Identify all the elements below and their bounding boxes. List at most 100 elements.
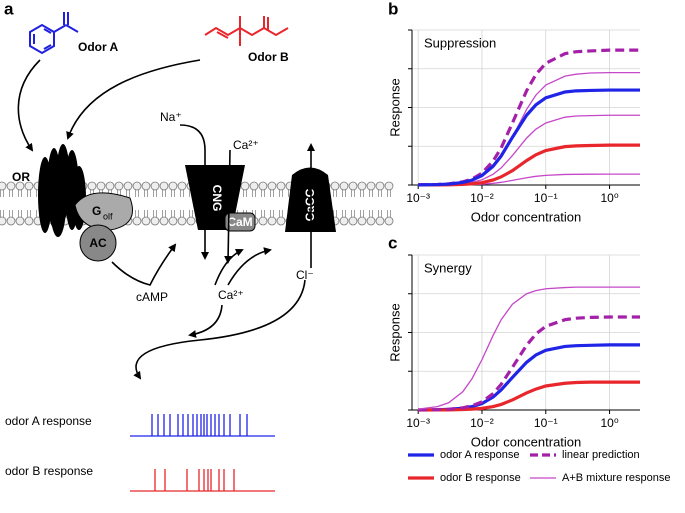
lipid-head (96, 181, 106, 191)
lipid-head (177, 216, 187, 226)
receptor-label: OR (12, 170, 30, 184)
lipid-head (267, 181, 277, 191)
cam-label: CaM (227, 215, 252, 229)
chart-title: Synergy (424, 260, 472, 275)
panel-label: c (388, 233, 397, 252)
x-tick-label: 10⁻² (470, 191, 494, 205)
arrow (179, 124, 209, 260)
series-line (418, 286, 640, 410)
series-line (418, 380, 640, 412)
legend-label: linear prediction (562, 449, 640, 461)
odor-a-molecule (29, 12, 79, 55)
ion-label: Ca²⁺ (218, 288, 244, 302)
x-axis-label: Odor concentration (471, 209, 582, 224)
lipid-head (249, 181, 259, 191)
x-axis-label: Odor concentration (471, 434, 582, 449)
lipid-head (276, 216, 286, 226)
x-tick-label: 10⁻³ (406, 416, 430, 430)
g-protein (74, 192, 133, 231)
lipid-head (348, 181, 358, 191)
lipid-head (357, 181, 367, 191)
panel-label: b (388, 0, 398, 18)
lipid-head (339, 216, 349, 226)
spike-train (130, 469, 275, 492)
arrow (66, 59, 201, 140)
arrow (133, 279, 306, 380)
x-tick-label: 10⁰ (600, 416, 618, 430)
lipid-head (168, 181, 178, 191)
lipid-head (24, 181, 34, 191)
cacc-label: CaCC (303, 188, 317, 221)
x-tick-label: 10⁻³ (406, 191, 430, 205)
ion-label: Na⁺ (160, 110, 182, 124)
ion-label: Ca²⁺ (233, 138, 259, 152)
legend: odor A response odor B response linear pre… (408, 449, 671, 484)
cng-label: CNG (210, 185, 224, 212)
g-protein-label: G (92, 204, 101, 218)
legend-label: A+B mixture response (562, 472, 671, 484)
lipid-head (357, 216, 367, 226)
lipid-head (105, 181, 115, 191)
lipid-head (267, 216, 277, 226)
lipid-head (177, 181, 187, 191)
lipid-head (366, 181, 376, 191)
lipid-head (276, 181, 286, 191)
lipid-head (15, 216, 25, 226)
lipid-head (375, 216, 385, 226)
lipid-head (24, 216, 34, 226)
messenger-label: cAMP (136, 290, 168, 304)
lipid-head (258, 216, 268, 226)
lipid-head (159, 216, 169, 226)
lipid-head (141, 216, 151, 226)
lipid-head (240, 181, 250, 191)
olfactory-receptor (38, 144, 86, 237)
response-label: odor A response (5, 414, 92, 428)
chart-title: Suppression (424, 35, 496, 50)
arrow (188, 304, 223, 338)
x-tick-label: 10⁻² (470, 416, 494, 430)
arrow (214, 248, 244, 286)
lipid-head (159, 181, 169, 191)
x-tick-label: 10⁰ (600, 191, 618, 205)
lipid-head (186, 216, 196, 226)
lipid-head (339, 181, 349, 191)
y-axis-label: Response (387, 303, 402, 362)
response-label: odor B response (5, 464, 93, 478)
charts: 10⁻³ 10⁻² 10⁻¹ 10⁰ Suppression Odor concentra… (387, 29, 640, 449)
signaling-diagram: Odor A Odor B OR G olf AC CNG CaM (0, 12, 394, 492)
lipid-head (114, 181, 124, 191)
lipid-head (375, 181, 385, 191)
lipid-head (6, 181, 16, 191)
lipid-head (87, 181, 97, 191)
lipid-head (6, 216, 16, 226)
lipid-head (15, 181, 25, 191)
odor-label: Odor B (248, 50, 289, 64)
calmodulin (224, 212, 256, 232)
x-tick-label: 10⁻¹ (534, 416, 558, 430)
arrow (227, 247, 272, 286)
lipid-head (384, 181, 394, 191)
odor-b-molecule (204, 16, 289, 46)
arrow (111, 243, 177, 286)
ac-label: AC (89, 236, 107, 250)
spike-train (130, 414, 275, 437)
ion-label: Cl⁻ (296, 268, 314, 282)
lipid-head (132, 216, 142, 226)
series-line (418, 315, 640, 412)
lipid-head (348, 216, 358, 226)
lipid-head (132, 181, 142, 191)
lipid-head (0, 181, 7, 191)
odor-label: Odor A (78, 40, 119, 54)
lipid-head (150, 181, 160, 191)
lipid-head (366, 216, 376, 226)
lipid-head (0, 216, 7, 226)
legend-label: odor A response (440, 449, 520, 461)
lipid-head (258, 181, 268, 191)
lipid-head (384, 216, 394, 226)
lipid-head (330, 181, 340, 191)
series-line (418, 48, 640, 187)
lipid-head (141, 181, 151, 191)
lipid-head (150, 216, 160, 226)
lipid-head (168, 216, 178, 226)
